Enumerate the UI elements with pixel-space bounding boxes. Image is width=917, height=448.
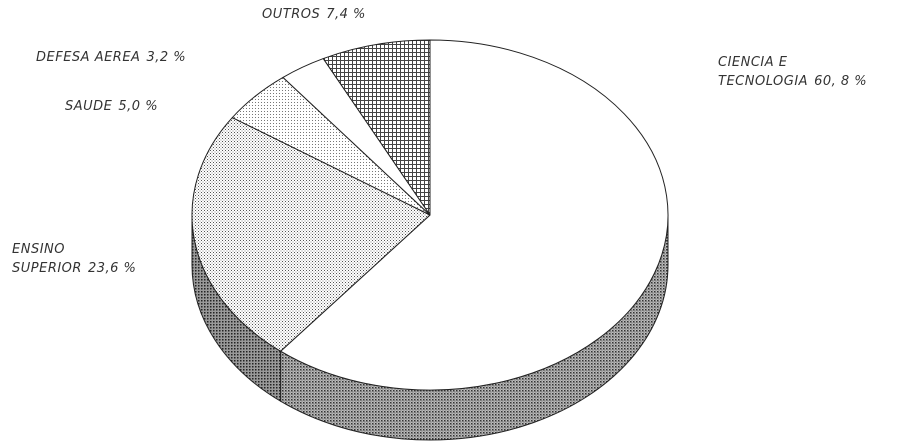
category-name: OUTROS xyxy=(262,7,321,22)
category-name: CIENCIA E TECNOLOGIA xyxy=(718,55,809,89)
value-label: 7,4 % xyxy=(326,7,366,22)
value-label: 5,0 % xyxy=(118,99,159,114)
category-name: SAUDE xyxy=(65,99,113,114)
value-label: 60, 8 % xyxy=(814,74,868,89)
value-label: 3,2 % xyxy=(146,50,187,65)
slice-label: ENSINO SUPERIOR 23,6 % xyxy=(12,240,172,278)
slice-label: OUTROS 7,4 % xyxy=(262,5,462,24)
slice-label: DEFESA AEREA 3,2 % xyxy=(36,48,276,67)
slice xyxy=(191,117,431,352)
value-label: 23,6 % xyxy=(87,261,137,276)
slice xyxy=(322,39,431,216)
slice-label: SAUDE 5,0 % xyxy=(65,97,265,116)
slice xyxy=(280,39,669,391)
slice-label: CIENCIA E TECNOLOGIA 60, 8 % xyxy=(718,53,908,91)
category-name: ENSINO SUPERIOR xyxy=(12,242,82,276)
category-name: DEFESA AEREA xyxy=(36,50,141,65)
